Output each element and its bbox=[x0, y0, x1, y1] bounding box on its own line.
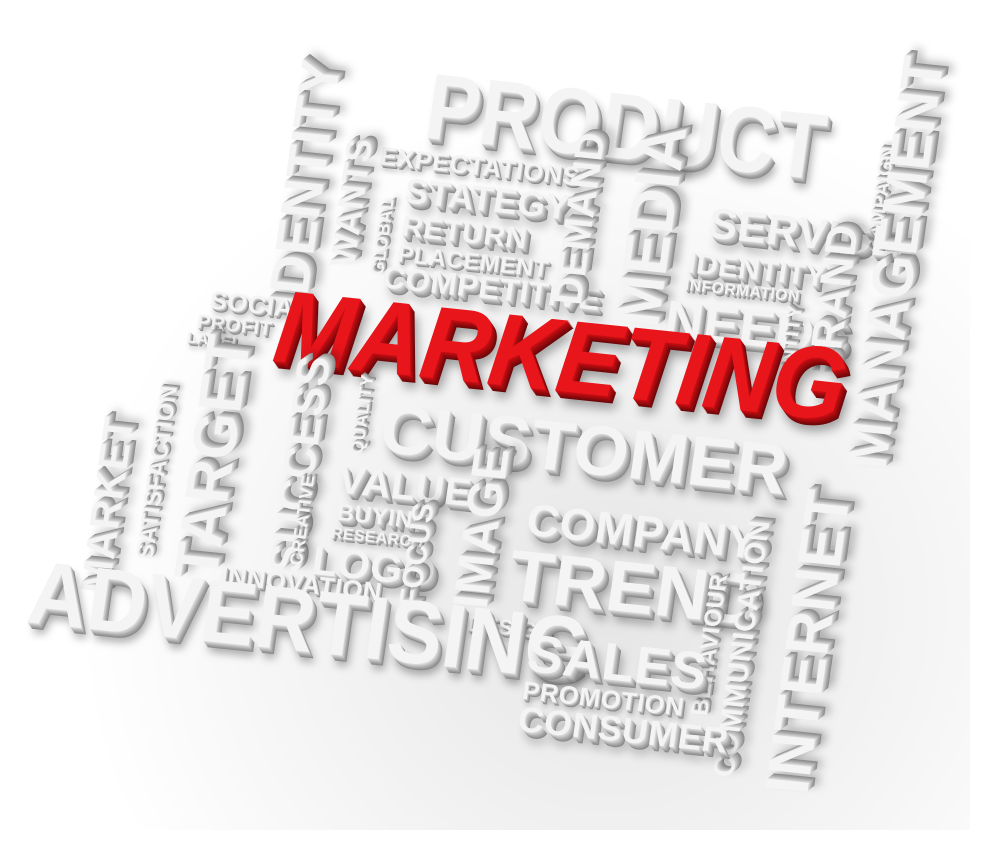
word-target: TARGET bbox=[166, 332, 262, 583]
